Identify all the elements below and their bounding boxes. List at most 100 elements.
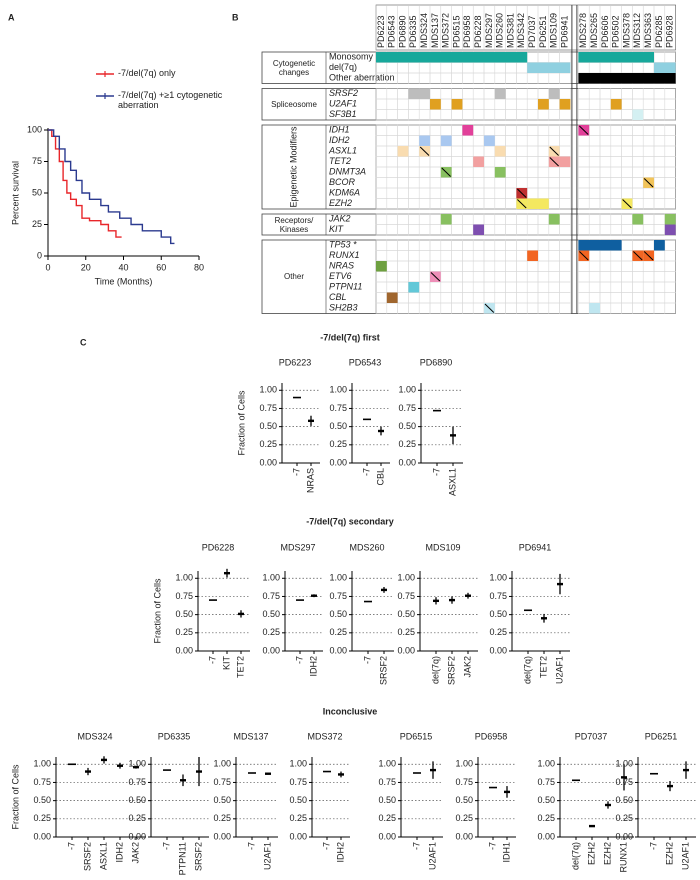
y-tick-label: 0.00 [329, 457, 347, 467]
grid-cell [559, 239, 571, 251]
group-label: Other [283, 272, 304, 282]
mutation-cell [484, 135, 495, 146]
grid-cell [526, 51, 539, 63]
row-label: BCOR [329, 177, 356, 187]
y-tick-label: 0.00 [128, 831, 146, 841]
grid-cell [664, 281, 676, 293]
grid-cell [386, 109, 398, 121]
grid-cell [516, 124, 528, 136]
grid-cell [483, 250, 496, 262]
grid-cell [526, 224, 539, 236]
grid-cell [664, 145, 676, 157]
chart-title: MDS109 [425, 542, 460, 552]
grid-cell [472, 187, 485, 199]
grid-cell [588, 156, 601, 168]
grid-cell [599, 145, 612, 157]
y-tick-label: 1.00 [329, 573, 347, 583]
chart-title: PD6941 [519, 542, 552, 552]
row-label: SH2B3 [329, 303, 358, 313]
column-label: MDS265 [589, 13, 599, 48]
grid-cell [548, 98, 560, 110]
y-tick-label: 0.25 [537, 813, 555, 823]
grid-cell [483, 72, 496, 84]
estimate-point [433, 599, 439, 603]
grid-cell [375, 198, 388, 210]
grid-cell [559, 281, 571, 293]
cell-hatch [622, 199, 632, 209]
legend-label-box: -7/del(7q) +≥1 cytogenetic aberration [118, 90, 222, 110]
grid-cell [588, 224, 601, 236]
grid-cell [548, 260, 560, 272]
grid-cell [451, 198, 463, 210]
grid-cell [642, 166, 655, 178]
y-tick-label: 1.00 [289, 759, 307, 769]
chart-title: MDS324 [77, 731, 112, 741]
grid-cell [408, 250, 420, 262]
grid-cell [621, 260, 633, 272]
mutation-cell [408, 282, 420, 293]
grid-cell [462, 271, 474, 283]
grid-cell [526, 156, 539, 168]
grid-cell [516, 239, 528, 251]
grid-cell [632, 124, 644, 136]
cell-hatch [643, 251, 654, 261]
grid-cell [408, 198, 420, 210]
grid-cell [440, 292, 452, 304]
grid-cell [462, 239, 474, 251]
grid-cell [429, 250, 442, 262]
grid-cell [621, 88, 633, 100]
grid-cell [548, 109, 560, 121]
grid-cell [418, 198, 431, 210]
x-tick-label: NRAS [305, 468, 315, 493]
grid-cell [451, 213, 463, 225]
y-tick-label: 0.50 [329, 609, 347, 619]
column-label: MDS363 [643, 13, 653, 48]
grid-cell [472, 250, 485, 262]
grid-cell [588, 177, 601, 189]
y-tick-label: 0.25 [289, 813, 307, 823]
x-tick-label: CBL [375, 468, 385, 486]
grid-cell [418, 187, 431, 199]
grid-cell [451, 187, 463, 199]
grid-cell [408, 239, 420, 251]
grid-cell [386, 302, 398, 314]
grid-cell [472, 260, 485, 272]
column-label: MDS137 [430, 13, 440, 48]
grid-cell [610, 177, 622, 189]
grid-cell [386, 260, 398, 272]
x-tick-label: -7 [411, 842, 421, 850]
grid-cell [386, 88, 398, 100]
grid-cell [408, 72, 420, 84]
grid-cell [483, 292, 496, 304]
mutation-cell [451, 99, 463, 110]
y-tick-label: 0.75 [262, 591, 280, 601]
grid-cell [429, 72, 442, 84]
grid-cell [418, 109, 431, 121]
grid-cell [653, 302, 666, 314]
y-tick-label: 0.25 [262, 627, 280, 637]
grid-cell [642, 292, 655, 304]
grid-cell [375, 292, 388, 304]
grid-cell [559, 109, 571, 121]
grid-cell [429, 260, 442, 272]
column-label: MDS381 [505, 13, 515, 48]
grid-cell [537, 135, 550, 147]
grid-cell [418, 72, 431, 84]
grid-cell [537, 250, 550, 262]
grid-cell [599, 177, 612, 189]
x-tick-label: -7 [487, 842, 497, 850]
grid-cell [664, 109, 676, 121]
grid-cell [505, 250, 517, 262]
grid-cell [610, 187, 622, 199]
grid-cell [451, 292, 463, 304]
grid-cell [559, 302, 571, 314]
cell-hatch [517, 199, 527, 209]
x-tick-label: -7 [294, 656, 304, 664]
grid-cell [408, 135, 420, 147]
column-label: PD7037 [527, 15, 537, 48]
grid-cell [653, 98, 666, 110]
x-tick-label: TET2 [235, 656, 245, 678]
grid-cell [494, 124, 506, 136]
grid-cell [664, 177, 676, 189]
grid-cell [472, 281, 485, 293]
